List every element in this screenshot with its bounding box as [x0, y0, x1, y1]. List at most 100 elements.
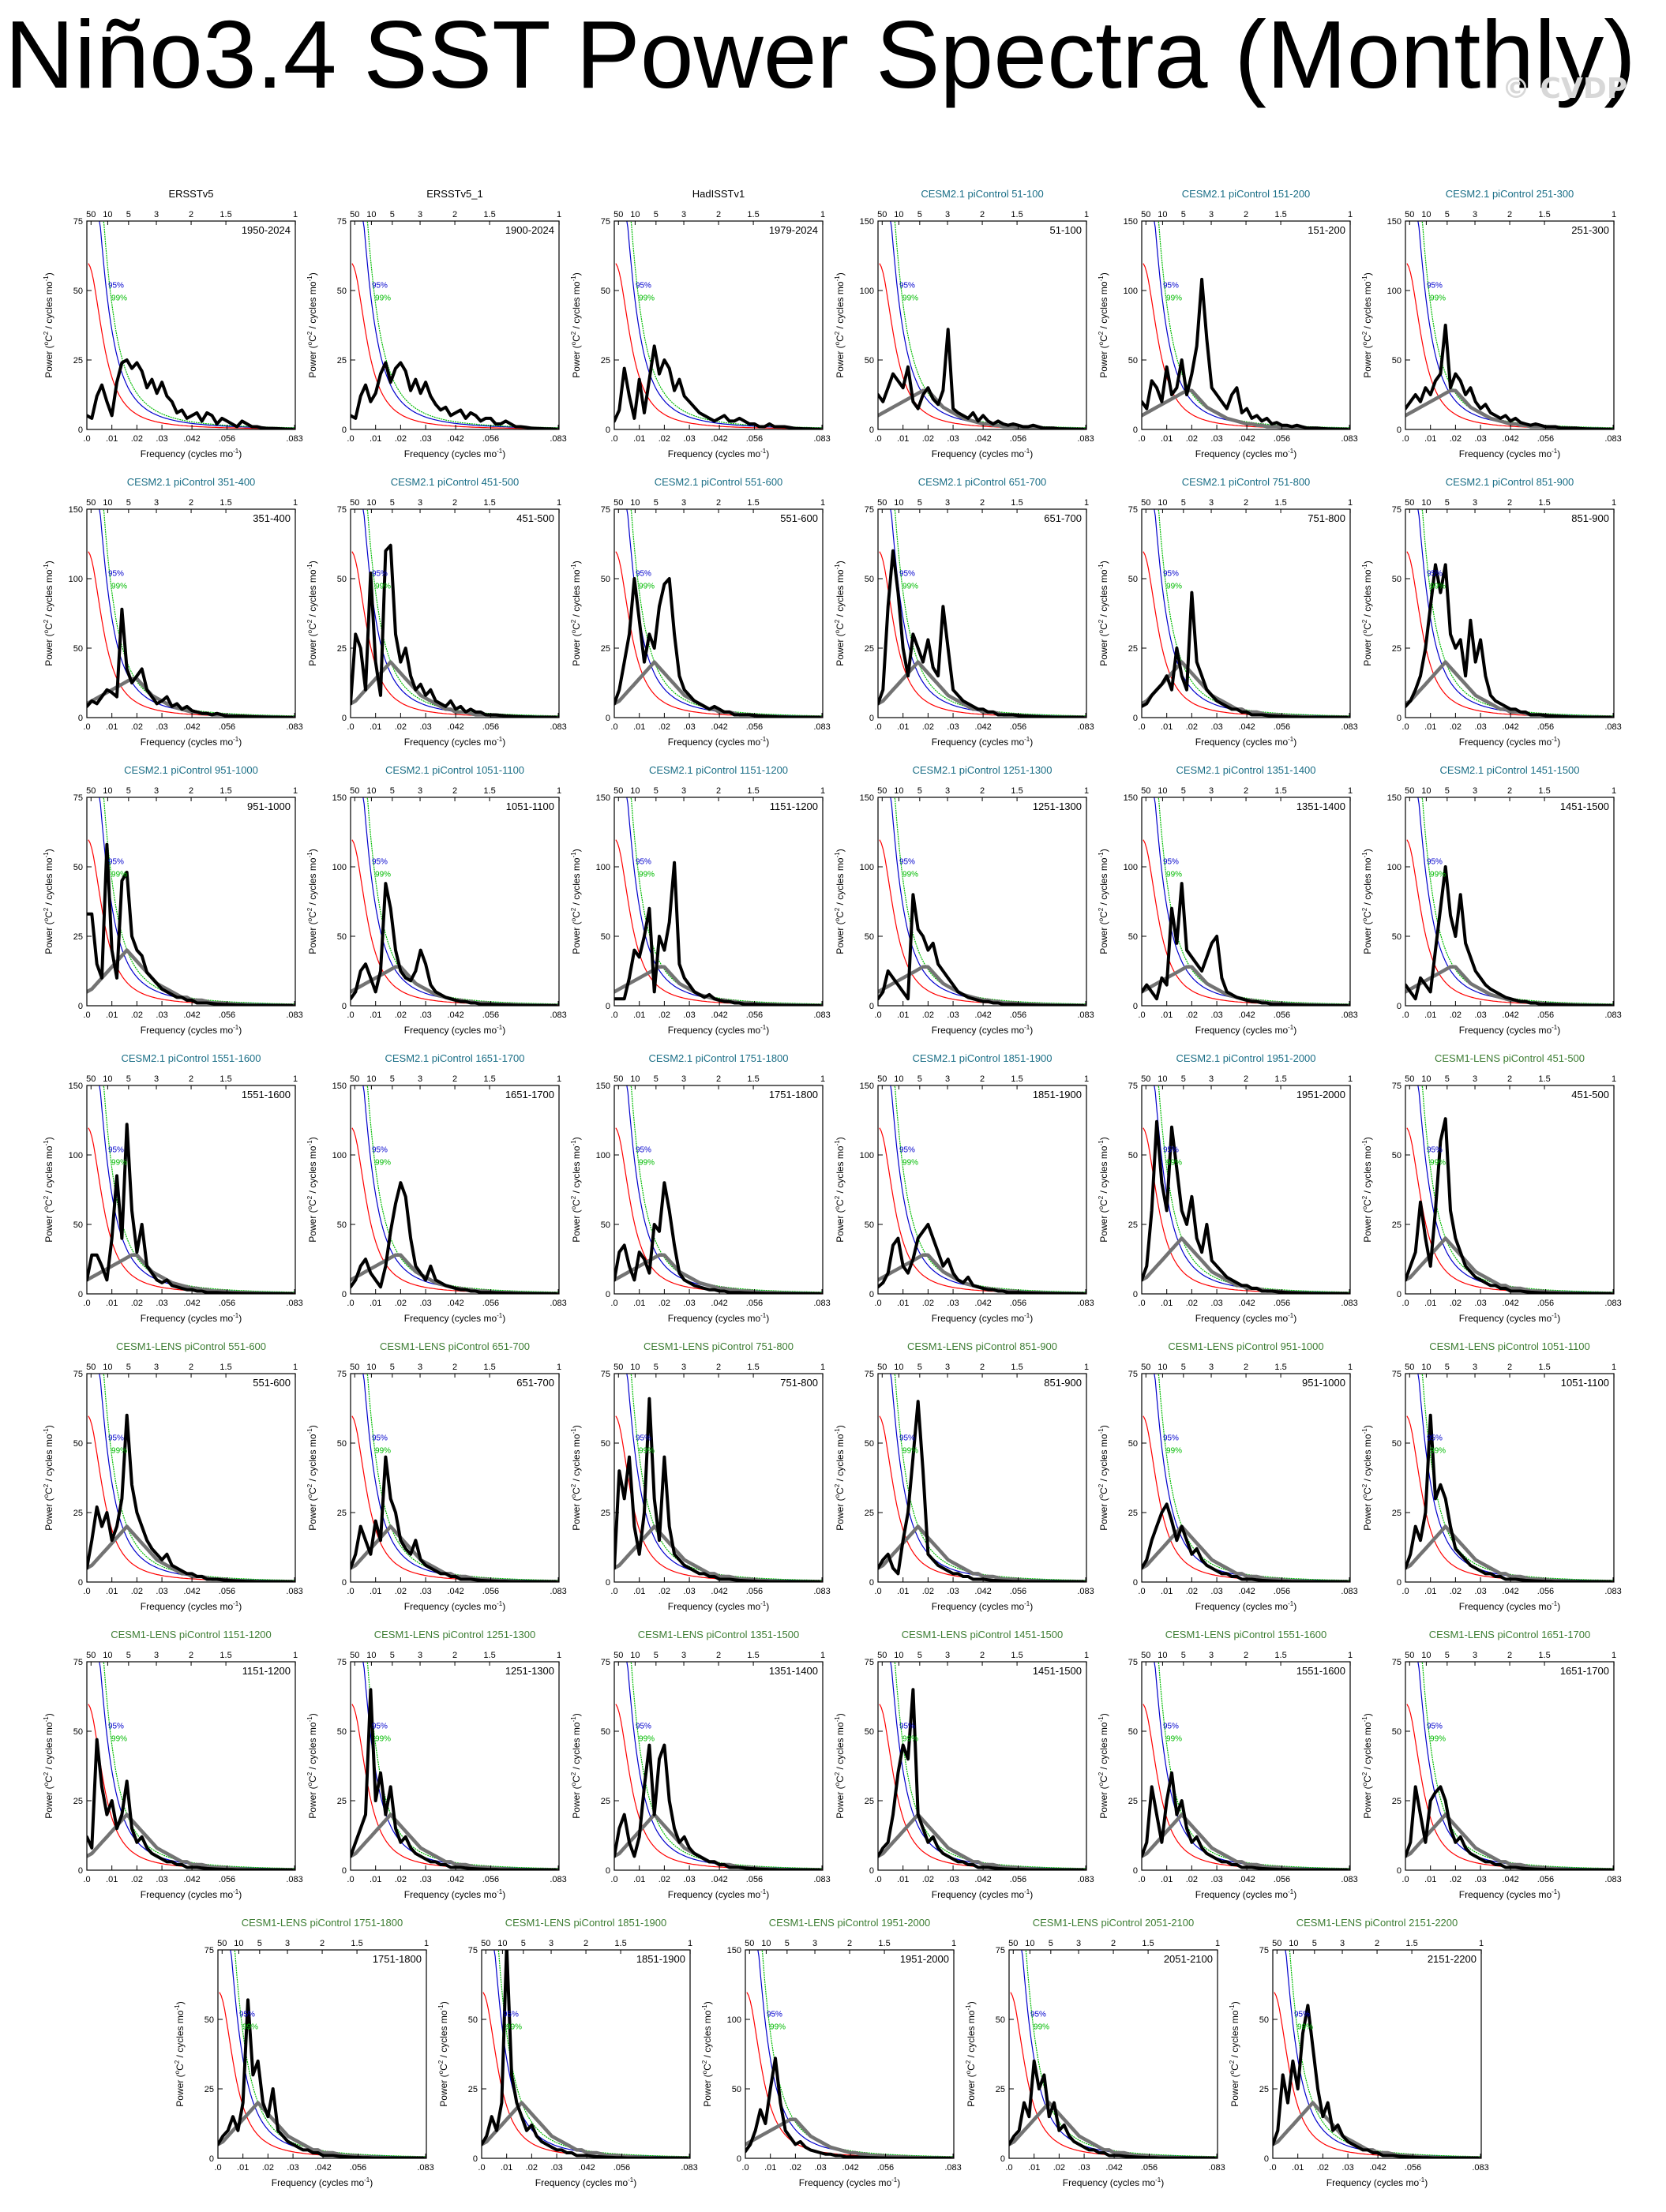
sig-99-label: 99%: [506, 2023, 522, 2031]
period-label: 1351-1400: [769, 1665, 818, 1677]
spectrum-chart: CESM2.1 piControl 1851-1900 95% 99% 1851-19…: [834, 1052, 1094, 1324]
y-tick-label: 75: [1392, 505, 1401, 515]
x-tick-label: .03: [287, 2163, 298, 2173]
top-tick-label: 2: [980, 1074, 985, 1084]
y-tick-label: 0: [1133, 1866, 1138, 1876]
x-tick-label: .01: [1424, 722, 1436, 732]
top-tick-label: 2: [980, 210, 985, 219]
top-tick-label: 3: [945, 1651, 950, 1660]
sig-99-curve: [103, 797, 295, 1005]
y-tick-label: 50: [865, 1439, 874, 1449]
y-tick-label: 75: [1392, 1370, 1401, 1379]
sig-99-label: 99%: [1430, 870, 1446, 879]
x-tick-label: .083: [1604, 1299, 1621, 1308]
y-axis-label: Power (oC2 / cycles mo-1): [306, 1425, 318, 1530]
spectrum-chart: CESM2.1 piControl 1651-1700 95% 99% 1651-17…: [306, 1052, 567, 1324]
top-tick-label: 5: [917, 1074, 922, 1084]
sig-95-label: 95%: [1427, 1434, 1443, 1442]
y-tick-label: 50: [337, 1439, 347, 1449]
top-tick-label: 1: [820, 1074, 825, 1084]
y-tick-label: 0: [1397, 1866, 1401, 1876]
y-tick-label: 0: [606, 1866, 610, 1876]
x-tick-label: .056: [1141, 2163, 1158, 2173]
top-tick-label: 50: [86, 786, 96, 796]
panel-title: CESM2.1 piControl 151-200: [1182, 188, 1311, 200]
y-tick-label: 50: [865, 356, 874, 366]
x-tick-label: .083: [1341, 1587, 1357, 1596]
series-line-observed: [878, 1223, 1085, 1294]
top-tick-label: 5: [1181, 786, 1186, 796]
spectrum-chart: CESM2.1 piControl 51-10095%99%51-1000501…: [834, 188, 1094, 459]
top-tick-label: 5: [390, 498, 395, 508]
top-tick-label: 3: [418, 1363, 422, 1372]
sig-95-label: 95%: [108, 1145, 124, 1154]
top-tick-label: 50: [1141, 210, 1150, 219]
top-tick-label: 2: [1244, 210, 1248, 219]
series-line-observed: [745, 2056, 952, 2158]
x-tick-label: .01: [633, 1587, 645, 1596]
top-tick-label: 1.5: [1274, 1651, 1286, 1660]
x-tick-label: .083: [1077, 1010, 1094, 1020]
x-axis-label: Frequency (cycles mo-1): [1459, 1888, 1561, 1900]
y-tick-label: 0: [78, 714, 83, 723]
top-tick-label: 2: [1507, 1074, 1512, 1084]
spectrum-chart: CESM2.1 piControl 1451-1500 95% 99% 1451-15…: [1361, 764, 1622, 1036]
series-line-observed: [1142, 277, 1349, 429]
top-tick-label: 5: [654, 1363, 659, 1372]
x-tick-label: .042: [974, 1010, 991, 1020]
x-tick-label: .03: [156, 1587, 167, 1596]
top-tick-label: 5: [1181, 1074, 1186, 1084]
spectrum-chart: CESM1-LENS piControl 751-800 95% 99% 751-80…: [570, 1340, 831, 1612]
x-tick-label: .01: [1424, 1587, 1436, 1596]
top-tick-label: 5: [1445, 1074, 1450, 1084]
y-axis-label: Power (oC2 / cycles mo-1): [701, 2001, 713, 2106]
y-tick-label: 75: [1392, 1082, 1401, 1091]
top-tick-label: 2: [1111, 1939, 1116, 1948]
sig-95-label: 95%: [372, 1145, 388, 1154]
x-axis-label: Frequency (cycles mo-1): [1459, 1312, 1561, 1324]
top-tick-label: 1: [293, 786, 298, 796]
top-tick-label: 3: [154, 1074, 159, 1084]
top-tick-label: 2: [189, 498, 193, 508]
y-axis-label: Power (oC2 / cycles mo-1): [570, 1425, 582, 1530]
top-tick-label: 1.5: [1011, 1363, 1022, 1372]
y-tick-label: 75: [204, 1946, 214, 1955]
top-tick-label: 1.5: [1538, 786, 1550, 796]
spectrum-panel: CESM1-LENS piControl 2051-2100 95% 99% 2051…: [954, 1917, 1225, 2203]
sig-99-curve: [894, 1662, 1086, 1869]
sig-99-label: 99%: [1034, 2023, 1049, 2031]
x-tick-label: .01: [1161, 1010, 1173, 1020]
spectrum-panel: CESM2.1 piControl 751-800 95% 99% 751-800 0 2…: [1086, 476, 1358, 763]
top-tick-label: 5: [1445, 786, 1450, 796]
top-tick-label: 50: [86, 1363, 96, 1372]
x-tick-label: .042: [578, 2163, 595, 2173]
period-label: 1551-1600: [242, 1089, 291, 1100]
y-tick-label: 25: [1392, 644, 1401, 654]
panel-title: CESM2.1 piControl 1151-1200: [649, 764, 788, 776]
x-tick-label: .03: [1474, 1587, 1486, 1596]
sig-95-label: 95%: [372, 857, 388, 866]
x-tick-label: .083: [550, 1010, 566, 1020]
x-tick-label: .02: [395, 434, 407, 444]
x-tick-label: .03: [156, 1010, 167, 1020]
x-tick-label: .083: [286, 1299, 302, 1308]
sig-95-label: 95%: [372, 1434, 388, 1442]
period-label: 1251-1300: [505, 1665, 554, 1677]
y-tick-label: 25: [337, 644, 347, 654]
top-tick-label: 50: [1405, 210, 1414, 219]
spectrum-panel: CESM2.1 piControl 1151-1200 95% 99% 1151-12…: [559, 764, 831, 1051]
y-tick-label: 0: [1133, 1002, 1138, 1011]
x-tick-label: .056: [219, 1299, 235, 1308]
top-tick-label: 1: [1348, 1074, 1353, 1084]
x-tick-label: .01: [106, 1010, 118, 1020]
y-axis-label: Power (oC2 / cycles mo-1): [174, 2001, 186, 2106]
top-tick-label: 2: [452, 786, 457, 796]
top-tick-label: 1: [820, 1363, 825, 1372]
y-axis-label: Power (oC2 / cycles mo-1): [570, 1137, 582, 1242]
top-tick-label: 3: [154, 1651, 159, 1660]
sig-95-label: 95%: [1427, 569, 1443, 578]
x-tick-label: .083: [286, 1010, 302, 1020]
panel-title: CESM1-LENS piControl 1451-1500: [902, 1629, 1064, 1640]
x-tick-label: .03: [1078, 2163, 1090, 2173]
top-tick-label: 5: [390, 1363, 395, 1372]
